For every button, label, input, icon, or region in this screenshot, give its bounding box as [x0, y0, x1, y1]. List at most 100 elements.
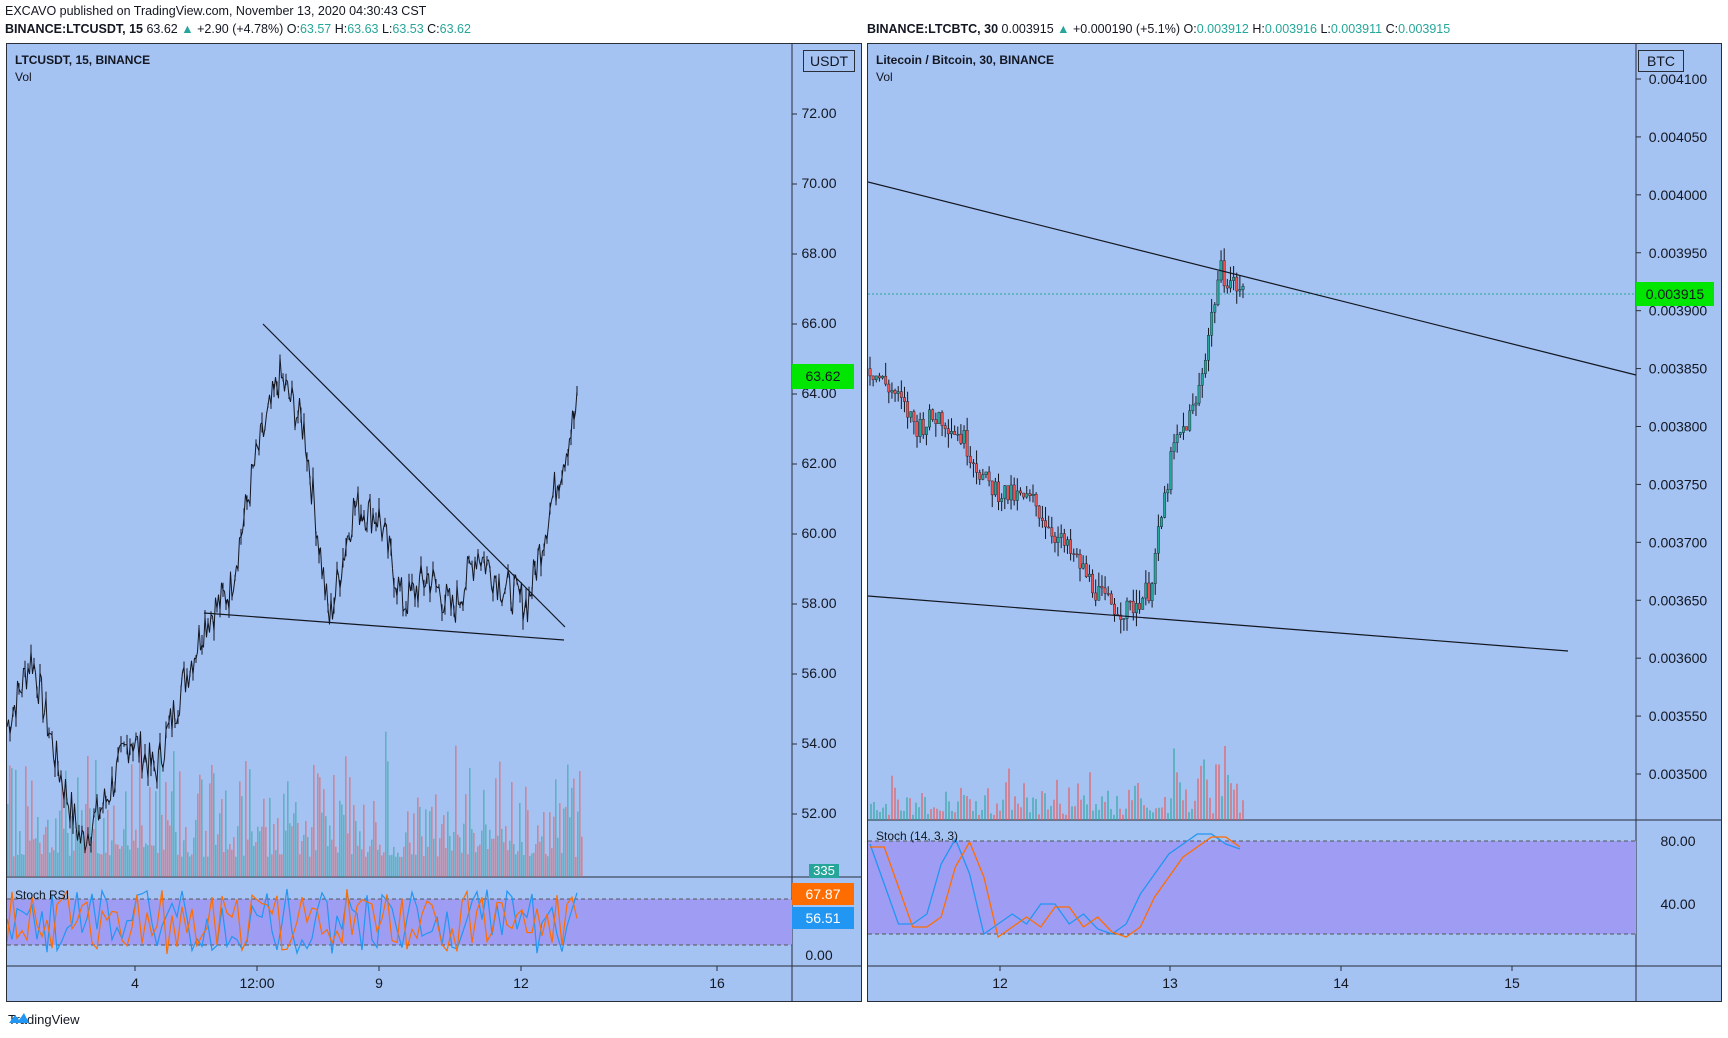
volume-bar: [441, 824, 443, 877]
price-segment: [210, 614, 213, 617]
price-segment: [509, 575, 512, 607]
volume-bar: [421, 836, 423, 877]
volume-bar: [1104, 801, 1106, 820]
volume-bar: [473, 832, 475, 877]
volume-bar: [1176, 772, 1178, 820]
volume-bar: [431, 806, 433, 877]
candle-body: [921, 418, 925, 435]
price-segment: [83, 831, 86, 852]
price-segment: [438, 586, 441, 599]
candle-body: [1031, 493, 1035, 496]
candle-body: [1182, 426, 1185, 433]
volume-bar: [1065, 814, 1067, 820]
ltcusdt-chart-panel[interactable]: 52.00 54.00 56.00 58.00 60.00 62.00 64.00 66.00…: [6, 43, 862, 1002]
volume-bar: [573, 778, 575, 877]
volume-bar: [155, 791, 157, 877]
volume-bar: [13, 856, 15, 877]
candle-body: [1169, 451, 1173, 490]
candle-body: [1147, 582, 1151, 601]
candle-body: [1203, 360, 1207, 374]
volume-bar: [509, 840, 511, 877]
ltcusdt-chart-svg[interactable]: 52.00 54.00 56.00 58.00 60.00 62.00 64.00 66.00…: [7, 44, 861, 1001]
candle-body: [1188, 410, 1192, 431]
volume-bar: [405, 832, 407, 877]
price-segment: [401, 577, 404, 612]
volume-bar: [71, 815, 73, 877]
price-segment: [531, 559, 534, 594]
volume-bar: [1110, 808, 1112, 820]
volume-bar: [981, 809, 983, 820]
ltcbtc-chart-svg[interactable]: 0.003500 0.003550 0.003600 0.003650 0.003700…: [868, 44, 1721, 1001]
volume-bar: [367, 852, 369, 877]
support-trendline[interactable]: [203, 612, 565, 641]
volume-bar: [487, 848, 489, 877]
volume-bar: [1074, 806, 1076, 820]
candle-body: [1131, 600, 1135, 614]
volume-bar: [1212, 813, 1214, 820]
volume-bars: [870, 745, 1244, 820]
time-axis: 4 12:00 9 12 16: [131, 966, 725, 991]
candle-body: [1081, 563, 1085, 569]
chart-title: Litecoin / Bitcoin, 30, BINANCE: [876, 53, 1054, 67]
candle-body: [1103, 587, 1107, 594]
volume-bar: [287, 781, 289, 877]
volume-bar: [885, 803, 887, 820]
price-segment: [291, 386, 294, 397]
volume-bar: [1023, 783, 1025, 820]
volume-bar: [247, 839, 249, 877]
volume-bar: [409, 842, 411, 877]
volume-bar: [105, 852, 107, 877]
price-axis: 0.003500 0.003550 0.003600 0.003650 0.003700…: [1636, 71, 1707, 912]
volume-bar: [279, 854, 281, 877]
volume-bar: [439, 838, 441, 877]
candle-body: [1106, 593, 1110, 595]
price-segment: [293, 396, 296, 428]
volume-bar: [81, 810, 83, 877]
volume-bar: [193, 837, 195, 877]
volume-bar: [397, 852, 399, 877]
candle-body: [1097, 586, 1101, 601]
volume-bar: [67, 832, 69, 877]
volume-bar: [23, 854, 25, 877]
candle-body: [1113, 603, 1116, 615]
price-segment: [42, 712, 45, 721]
volume-bar: [263, 798, 265, 877]
candle-body: [881, 375, 884, 379]
tradingview-logo-icon: [9, 1013, 29, 1023]
price-segment: [159, 741, 162, 764]
candle-body: [1191, 404, 1195, 412]
y-tick-label: 0.003900: [1649, 303, 1708, 319]
candle-body: [1160, 517, 1163, 527]
volume-bar: [257, 826, 259, 877]
y-tick-label: 0.003850: [1649, 361, 1708, 377]
volume-bar: [161, 814, 163, 877]
candle-body: [1185, 426, 1188, 431]
candle-body: [1153, 553, 1157, 584]
x-tick-label: 16: [709, 975, 725, 991]
descending-trendline[interactable]: [262, 323, 566, 628]
currency-button[interactable]: BTC: [1638, 50, 1684, 72]
price-segment: [240, 531, 243, 537]
price-segment: [261, 422, 264, 437]
volume-bar: [1062, 813, 1064, 820]
price-segment: [444, 583, 447, 605]
volume-bar: [909, 798, 911, 820]
support-trendline[interactable]: [868, 595, 1569, 652]
right-open: 0.003912: [1196, 22, 1249, 36]
volume-bar: [223, 852, 225, 877]
candle-body: [1122, 618, 1126, 620]
price-segment: [381, 527, 384, 540]
volume-bar: [33, 839, 35, 877]
price-segment: [195, 651, 198, 660]
footer-brand[interactable]: TradingView: [8, 1012, 80, 1027]
volume-bar: [948, 801, 950, 820]
ltcbtc-chart-panel[interactable]: 0.003500 0.003550 0.003600 0.003650 0.003700…: [867, 43, 1722, 1002]
volume-bar: [387, 761, 389, 877]
resistance-trendline[interactable]: [868, 181, 1637, 376]
price-segment: [228, 571, 231, 610]
volume-bar: [83, 835, 85, 877]
currency-button[interactable]: USDT: [803, 50, 856, 72]
right-low: 0.003911: [1330, 22, 1383, 36]
volume-bar: [483, 789, 485, 877]
price-segment: [312, 476, 315, 507]
